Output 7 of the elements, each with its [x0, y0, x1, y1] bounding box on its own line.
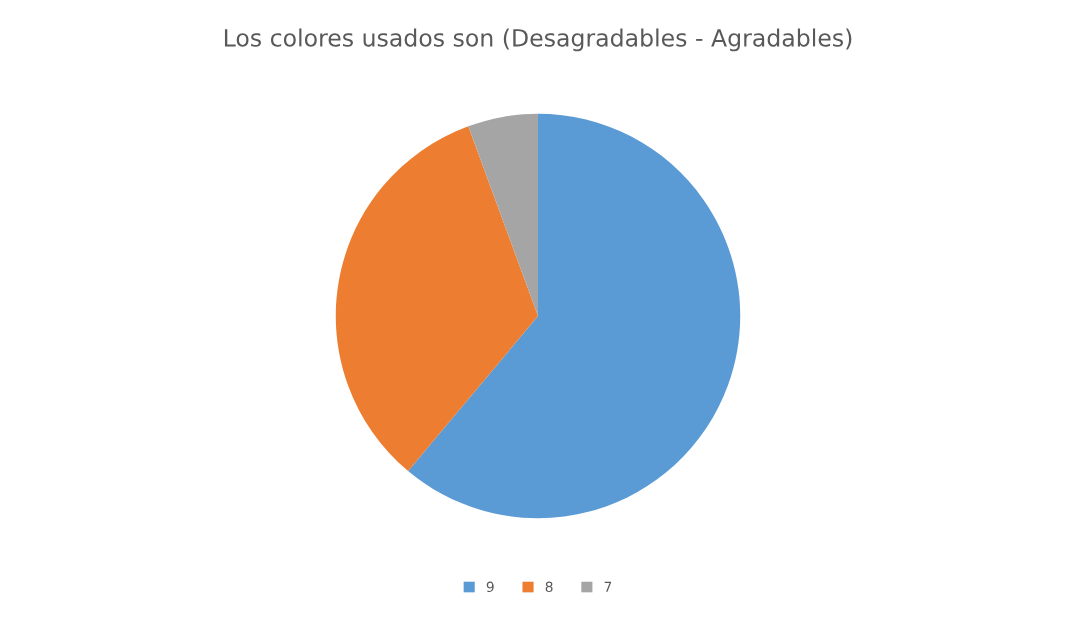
pie-slice	[408, 113, 741, 519]
legend-label: 9	[486, 581, 494, 593]
pie-slice	[335, 126, 538, 472]
legend-label: 7	[604, 581, 612, 592]
pie-slice	[468, 113, 538, 316]
legend-label: 8	[545, 581, 553, 593]
chart-title: Los colores usados son (Desagradables - Agradables)	[224, 28, 852, 52]
